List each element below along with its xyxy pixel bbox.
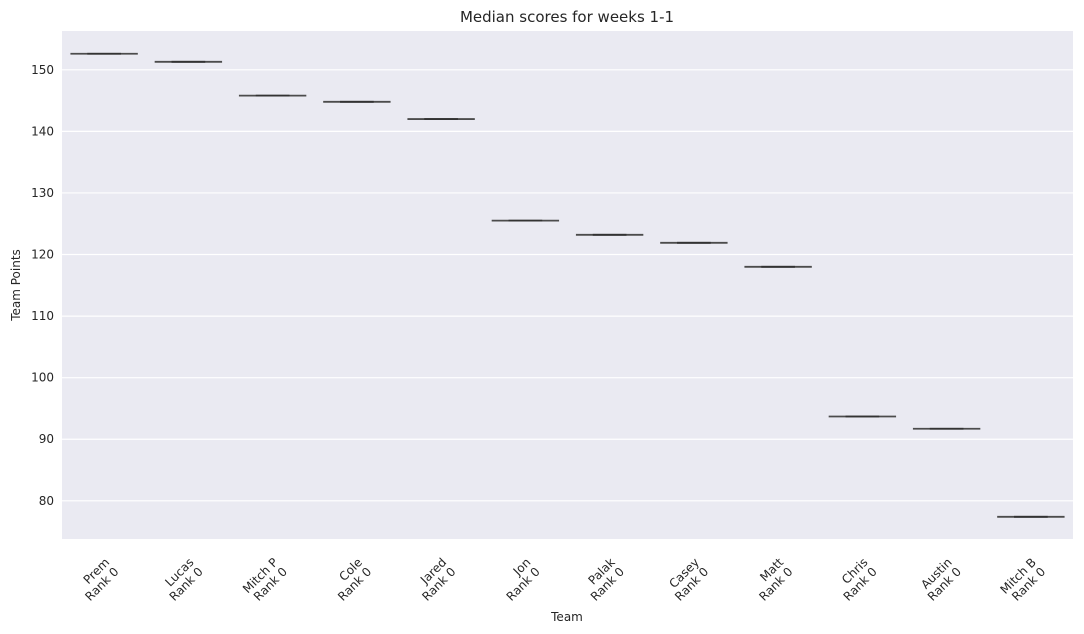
y-tick-label: 140 [31,124,54,138]
x-tick-label: PremRank 0 [73,555,122,604]
y-tick-label: 90 [39,432,54,446]
x-tick-label: Mitch BRank 0 [998,555,1049,606]
y-axis-label: Team Points [9,249,23,322]
x-tick-label: AustinRank 0 [916,555,965,604]
x-tick-label: Mitch PRank 0 [240,555,290,605]
plot-area [62,31,1073,539]
x-tick-label: PalakRank 0 [579,555,628,604]
x-tick-label: ColeRank 0 [326,555,375,604]
y-tick-label: 120 [31,248,54,262]
x-tick-label: JonRank 0 [494,555,543,604]
x-axis-label: Team [550,610,583,624]
x-tick-label: JaredRank 0 [410,555,459,604]
chart-title: Median scores for weeks 1-1 [460,8,674,26]
y-tick-label: 80 [39,494,54,508]
y-tick-label: 100 [31,371,54,385]
y-tick-label: 110 [31,309,54,323]
x-tick-label: MattRank 0 [747,555,796,604]
x-tick-label: LucasRank 0 [157,555,206,604]
x-tick-label: CaseyRank 0 [663,555,712,604]
y-tick-label: 150 [31,63,54,77]
y-tick-label: 130 [31,186,54,200]
x-tick-label: ChrisRank 0 [831,555,880,604]
